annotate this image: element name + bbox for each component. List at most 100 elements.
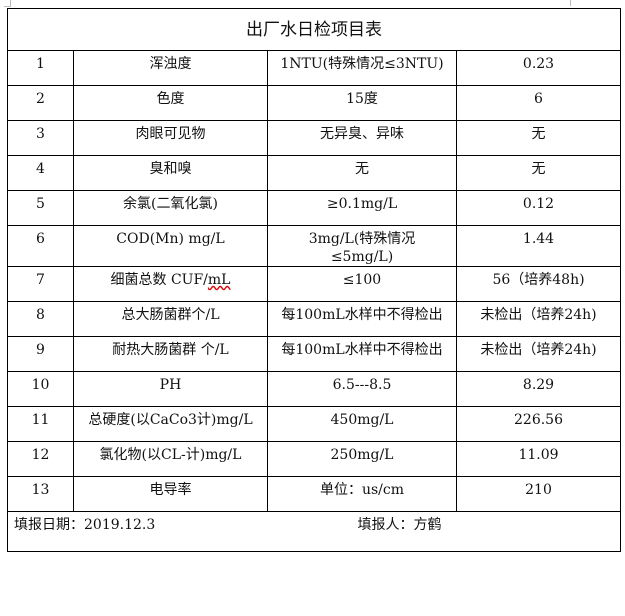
cell-item: 浑浊度 — [73, 50, 268, 86]
result-text: 1.44 — [522, 231, 555, 247]
item-text: 氯化物(以CL-计)mg/L — [99, 447, 242, 463]
no-text: 7 — [36, 272, 45, 288]
cell-result: 56（培养48h) — [456, 266, 621, 302]
result-text: 56（培养48h) — [492, 272, 585, 288]
cell-result: 无 — [456, 120, 621, 156]
footer-cell: 填报日期：2019.12.3 填报人：方鹤 — [7, 511, 621, 552]
cell-item: PH — [73, 371, 268, 407]
cell-result: 0.12 — [456, 190, 621, 226]
cell-item: 臭和嗅 — [73, 155, 268, 191]
no-text: 6 — [36, 231, 45, 247]
cell-item: COD(Mn) mg/L — [73, 225, 268, 267]
result-text: 210 — [525, 482, 552, 498]
cell-standard: 6.5---8.5 — [267, 371, 457, 407]
cell-item: 电导率 — [73, 476, 268, 512]
cell-standard: 250mg/L — [267, 441, 457, 477]
result-text: 8.29 — [522, 377, 555, 393]
table-row: 7 细菌总数 CUF/mL ≤100 56（培养48h) — [7, 266, 621, 302]
standard-text: 无 — [355, 161, 369, 177]
item-text: COD(Mn) mg/L — [116, 231, 225, 247]
item-text: 细菌总数 CUF/ — [110, 272, 208, 288]
table-title: 出厂水日检项目表 — [7, 8, 621, 51]
no-text: 9 — [36, 342, 45, 358]
cell-result: 1.44 — [456, 225, 621, 267]
cell-item: 氯化物(以CL-计)mg/L — [73, 441, 268, 477]
result-text: 无 — [531, 126, 546, 142]
table-row: 8 总大肠菌群个/L 每100mL水样中不得检出 未检出（培养24h) — [7, 301, 621, 337]
cell-result: 0.23 — [456, 50, 621, 86]
page-corner-mark — [4, 0, 11, 7]
cell-no: 1 — [7, 50, 74, 86]
no-text: 2 — [36, 91, 45, 107]
table-row: 10 PH 6.5---8.5 8.29 — [7, 371, 621, 407]
standard-text: 1NTU(特殊情况≤3NTU) — [280, 56, 444, 72]
cell-result: 未检出（培养24h) — [456, 301, 621, 337]
item-text: PH — [159, 377, 182, 393]
result-text: 未检出（培养24h) — [480, 342, 597, 358]
title-row: 出厂水日检项目表 — [7, 8, 621, 51]
cell-result: 6 — [456, 85, 621, 121]
cell-no: 10 — [7, 371, 74, 407]
item-text: 色度 — [156, 91, 185, 107]
standard-text: 15度 — [346, 91, 378, 107]
cell-standard: ≤100 — [267, 266, 457, 302]
table-row: 2 色度 15度 6 — [7, 85, 621, 121]
cell-standard: 无 — [267, 155, 457, 191]
page-corner-mark — [570, 0, 571, 6]
cell-item: 总硬度(以CaCo3计)mg/L — [73, 406, 268, 442]
cell-result: 8.29 — [456, 371, 621, 407]
standard-text: ≥0.1mg/L — [326, 196, 398, 212]
inspection-table: 出厂水日检项目表 1 浑浊度 1NTU(特殊情况≤3NTU) 0.23 2 色度 15度 6 3… — [7, 8, 621, 552]
cell-no: 5 — [7, 190, 74, 226]
standard-text: 6.5---8.5 — [332, 377, 392, 393]
no-text: 11 — [31, 412, 50, 428]
cell-item: 肉眼可见物 — [73, 120, 268, 156]
item-text: 耐热大肠菌群 个/L — [112, 342, 229, 358]
cell-no: 7 — [7, 266, 74, 302]
cell-no: 8 — [7, 301, 74, 337]
cell-no: 12 — [7, 441, 74, 477]
cell-no: 13 — [7, 476, 74, 512]
result-text: 11.09 — [518, 447, 559, 463]
table-row: 11 总硬度(以CaCo3计)mg/L 450mg/L 226.56 — [7, 406, 621, 442]
cell-no: 2 — [7, 85, 74, 121]
table-row: 9 耐热大肠菌群 个/L 每100mL水样中不得检出 未检出（培养24h) — [7, 336, 621, 372]
result-text: 未检出（培养24h) — [480, 307, 597, 323]
cell-no: 11 — [7, 406, 74, 442]
table-row: 4 臭和嗅 无 无 — [7, 155, 621, 191]
cell-no: 4 — [7, 155, 74, 191]
cell-item: 色度 — [73, 85, 268, 121]
cell-result: 未检出（培养24h) — [456, 336, 621, 372]
cell-result: 226.56 — [456, 406, 621, 442]
no-text: 10 — [31, 377, 50, 393]
no-text: 3 — [36, 126, 45, 142]
cell-standard: 450mg/L — [267, 406, 457, 442]
cell-standard: 每100mL水样中不得检出 — [267, 336, 457, 372]
no-text: 4 — [36, 161, 45, 177]
item-text: 浑浊度 — [149, 56, 192, 72]
cell-no: 9 — [7, 336, 74, 372]
table-row: 12 氯化物(以CL-计)mg/L 250mg/L 11.09 — [7, 441, 621, 477]
cell-item: 余氯(二氧化氯) — [73, 190, 268, 226]
cell-standard: 1NTU(特殊情况≤3NTU) — [267, 50, 457, 86]
item-text: 肉眼可见物 — [135, 126, 206, 142]
cell-item: 耐热大肠菌群 个/L — [73, 336, 268, 372]
no-text: 8 — [36, 307, 45, 323]
no-text: 13 — [31, 482, 50, 498]
standard-text: 3mg/L(特殊情况≤5mg/L) — [308, 231, 416, 265]
cell-item: 总大肠菌群个/L — [73, 301, 268, 337]
cell-result: 11.09 — [456, 441, 621, 477]
result-text: 0.12 — [522, 196, 555, 212]
reporter: 填报人：方鹤 — [357, 517, 442, 533]
result-text: 无 — [531, 161, 546, 177]
item-text: 总大肠菌群个/L — [121, 307, 220, 323]
standard-text: 单位：us/cm — [319, 482, 405, 498]
cell-standard: 无异臭、异味 — [267, 120, 457, 156]
footer-row: 填报日期：2019.12.3 填报人：方鹤 — [7, 511, 621, 552]
cell-result: 无 — [456, 155, 621, 191]
cell-standard: 15度 — [267, 85, 457, 121]
result-text: 0.23 — [522, 56, 555, 72]
standard-text: 450mg/L — [330, 412, 394, 428]
standard-text: 250mg/L — [330, 447, 394, 463]
item-text: 电导率 — [149, 482, 192, 498]
